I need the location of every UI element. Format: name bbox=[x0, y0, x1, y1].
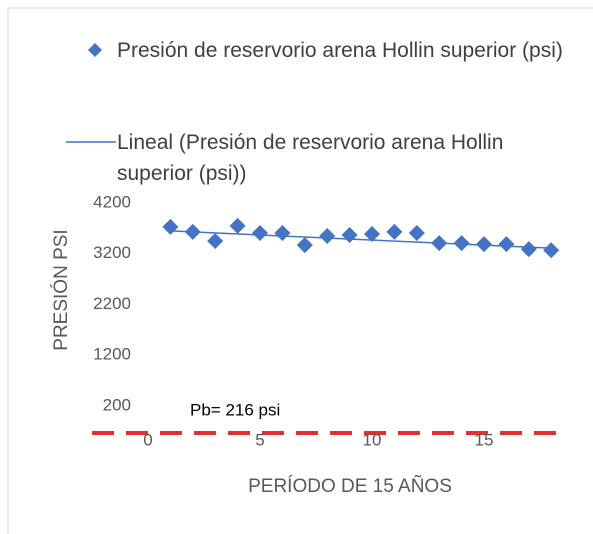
legend-marker bbox=[88, 43, 102, 57]
y-tick-label: 2200 bbox=[93, 294, 131, 313]
y-tick-label: 4200 bbox=[93, 192, 131, 211]
x-tick-label: 15 bbox=[475, 430, 494, 449]
data-point bbox=[386, 223, 403, 240]
data-point bbox=[543, 242, 560, 259]
data-point bbox=[229, 217, 246, 234]
trend-line bbox=[170, 230, 552, 249]
annotation: Pb= 216 psi bbox=[190, 400, 280, 419]
data-point bbox=[162, 218, 179, 235]
legend-entry: Lineal (Presión de reservorio arena Holl… bbox=[117, 131, 504, 185]
y-tick-label: 1200 bbox=[93, 345, 131, 364]
data-point bbox=[296, 237, 313, 254]
data-point bbox=[520, 241, 537, 258]
data-point bbox=[252, 224, 268, 241]
y-tick-label: 200 bbox=[103, 395, 131, 414]
data-point bbox=[453, 235, 470, 252]
data-point bbox=[341, 226, 358, 243]
x-tick-label: 0 bbox=[143, 430, 152, 449]
data-point bbox=[364, 225, 380, 242]
data-point bbox=[274, 224, 291, 241]
data-point bbox=[207, 233, 224, 250]
y-tick-label: 3200 bbox=[93, 243, 131, 262]
x-tick-label: 5 bbox=[255, 430, 264, 449]
x-axis-title: PERÍODO DE 15 AÑOS bbox=[248, 475, 452, 497]
x-tick-label: 10 bbox=[363, 430, 382, 449]
data-point bbox=[319, 227, 336, 244]
data-point bbox=[476, 236, 492, 253]
data-point bbox=[498, 236, 515, 253]
y-axis-title: PRESIÓN PSI bbox=[50, 229, 72, 350]
legend-entry: Presión de reservorio arena Hollin super… bbox=[117, 39, 563, 62]
data-point bbox=[408, 224, 425, 241]
